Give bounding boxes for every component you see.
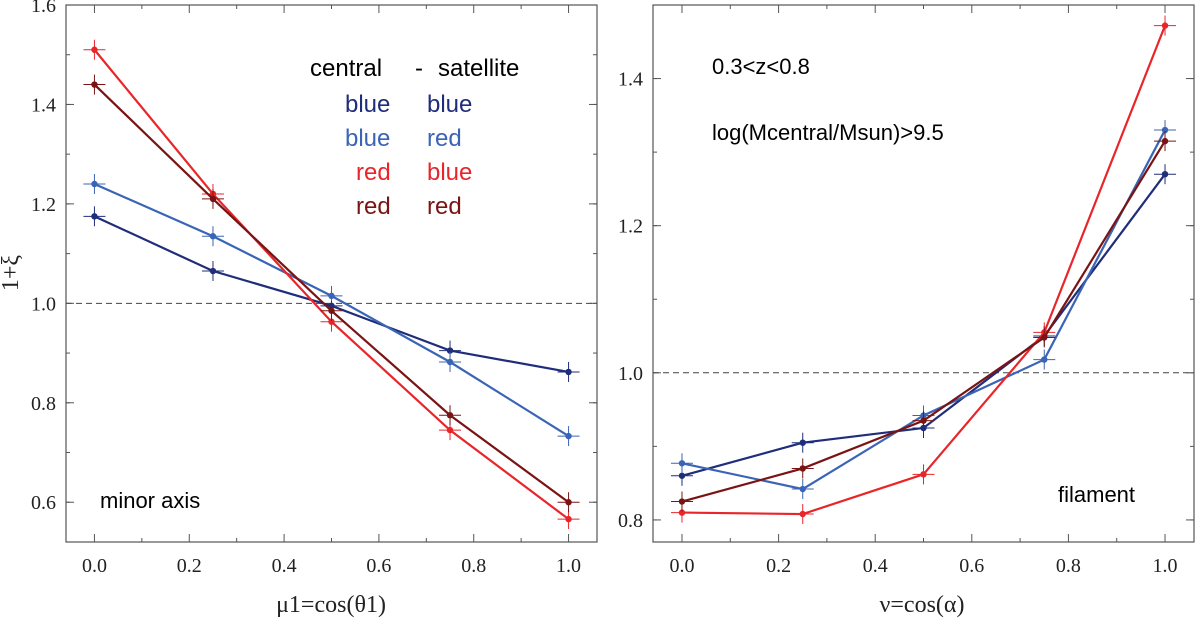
left-y-tick-label: 1.0 <box>31 293 56 315</box>
right-x-tick-label: 0.6 <box>959 555 984 577</box>
left-x-axis-title: μ1=cos(θ1) <box>276 592 386 618</box>
left-y-axis-title: 1+ξ <box>0 255 24 292</box>
left-y-tick-label: 1.2 <box>31 194 56 216</box>
left-panel: 0.0 0.2 0.4 0.6 0.8 1.0 0.6 0.8 1.0 1.2 1.4 1.6 1+ξ… <box>0 0 598 618</box>
right-x-tick-label: 0.4 <box>863 555 888 577</box>
right-note-mass: log(Mcentral/Msun)>9.5 <box>712 120 944 145</box>
right-x-axis-title: ν=cos(α) <box>880 592 965 618</box>
left-y-tick-label: 1.6 <box>31 0 56 17</box>
right-data-point-red-red <box>1161 137 1169 145</box>
right-data-point-blue-red <box>799 485 806 493</box>
right-data-point-blue-red <box>1161 126 1169 134</box>
left-y-tick-label: 1.4 <box>31 94 56 116</box>
legend-row1-central: blue <box>345 91 390 118</box>
left-data-point-blue-blue <box>565 368 572 376</box>
left-x-tick-label: 0.0 <box>82 555 107 577</box>
left-data-point-blue-blue <box>209 267 217 275</box>
right-y-tick-label: 1.4 <box>618 69 643 91</box>
left-y-tick-label: 0.8 <box>31 393 56 415</box>
left-data-point-blue-red <box>91 180 98 188</box>
right-y-tick-label: 1.0 <box>618 363 643 385</box>
legend-row4-satellite: red <box>427 193 462 220</box>
left-data-point-blue-red <box>446 358 454 366</box>
left-data-point-blue-blue <box>91 213 98 220</box>
left-plot-frame <box>65 4 598 543</box>
right-x-tick-label: 0.0 <box>669 555 694 577</box>
right-x-tick-label: 0.8 <box>1056 555 1081 577</box>
right-data-point-red-red <box>920 417 927 424</box>
left-y-tick-label: 0.6 <box>31 492 56 514</box>
left-ticks: 0.0 0.2 0.4 0.6 0.8 1.0 0.6 0.8 1.0 1.2 1.4 1.6 <box>31 0 597 577</box>
left-data-point-red-blue <box>91 46 98 53</box>
left-data-point-blue-red <box>328 292 335 300</box>
left-data-point-red-blue <box>328 318 335 325</box>
right-data-point-red-blue <box>1161 22 1169 29</box>
left-data-point-red-red <box>91 81 98 88</box>
legend-row1-satellite: blue <box>427 91 472 118</box>
right-data-point-blue-blue <box>799 439 806 446</box>
left-series <box>83 39 580 530</box>
right-data-point-red-blue <box>678 509 686 516</box>
left-data-point-red-blue <box>446 426 454 434</box>
right-data-point-red-red <box>799 465 806 472</box>
legend-row3-central: red <box>356 159 391 186</box>
right-data-point-red-red <box>678 498 686 505</box>
right-y-tick-label: 1.2 <box>618 216 643 238</box>
right-data-point-blue-red <box>678 460 686 467</box>
legend-row2-satellite: red <box>427 125 462 152</box>
legend-row3-satellite: blue <box>427 159 472 186</box>
legend-header-central: central <box>310 55 382 82</box>
left-data-point-blue-red <box>565 432 572 440</box>
right-panel: 0.0 0.2 0.4 0.6 0.8 1.00.81.01.21.4 ν=cos(α) … <box>618 4 1195 618</box>
legend-header-separator: - <box>415 55 423 82</box>
right-annotation-filament: filament <box>1058 482 1135 507</box>
legend: central - satellite blue blue blue red r… <box>310 55 519 220</box>
right-data-point-red-blue <box>920 471 927 478</box>
right-note-redshift: 0.3<z<0.8 <box>712 54 810 79</box>
right-y-tick-label: 0.8 <box>618 510 643 532</box>
right-x-tick-label: 1.0 <box>1153 555 1178 577</box>
left-x-tick-label: 0.6 <box>366 555 391 577</box>
left-data-point-red-red <box>446 412 454 419</box>
left-data-point-red-blue <box>565 515 572 523</box>
legend-header-satellite: satellite <box>438 55 519 82</box>
right-ticks: 0.0 0.2 0.4 0.6 0.8 1.0 0.8 1.0 1.2 1.4 <box>618 5 1194 577</box>
right-data-point-red-red <box>1041 334 1048 341</box>
legend-row2-central: blue <box>345 125 390 152</box>
left-data-point-red-red <box>209 195 217 203</box>
right-x-tick-label: 0.2 <box>766 555 791 577</box>
right-series <box>670 15 1177 525</box>
left-x-tick-label: 0.8 <box>461 555 486 577</box>
left-data-point-red-red <box>565 499 572 506</box>
left-annotation-minor-axis: minor axis <box>100 488 200 513</box>
left-data-point-red-red <box>328 307 335 314</box>
right-series-line-red-red <box>681 140 1166 503</box>
left-data-point-blue-blue <box>446 347 454 354</box>
right-data-point-blue-red <box>1041 356 1048 363</box>
left-x-tick-label: 0.2 <box>177 555 202 577</box>
right-data-point-blue-blue <box>1161 170 1169 178</box>
left-x-tick-label: 1.0 <box>556 555 581 577</box>
right-data-point-red-blue <box>799 510 806 518</box>
legend-row4-central: red <box>356 193 391 220</box>
right-data-point-blue-blue <box>678 472 686 479</box>
left-x-tick-label: 0.4 <box>272 555 297 577</box>
left-data-point-blue-red <box>209 233 217 240</box>
